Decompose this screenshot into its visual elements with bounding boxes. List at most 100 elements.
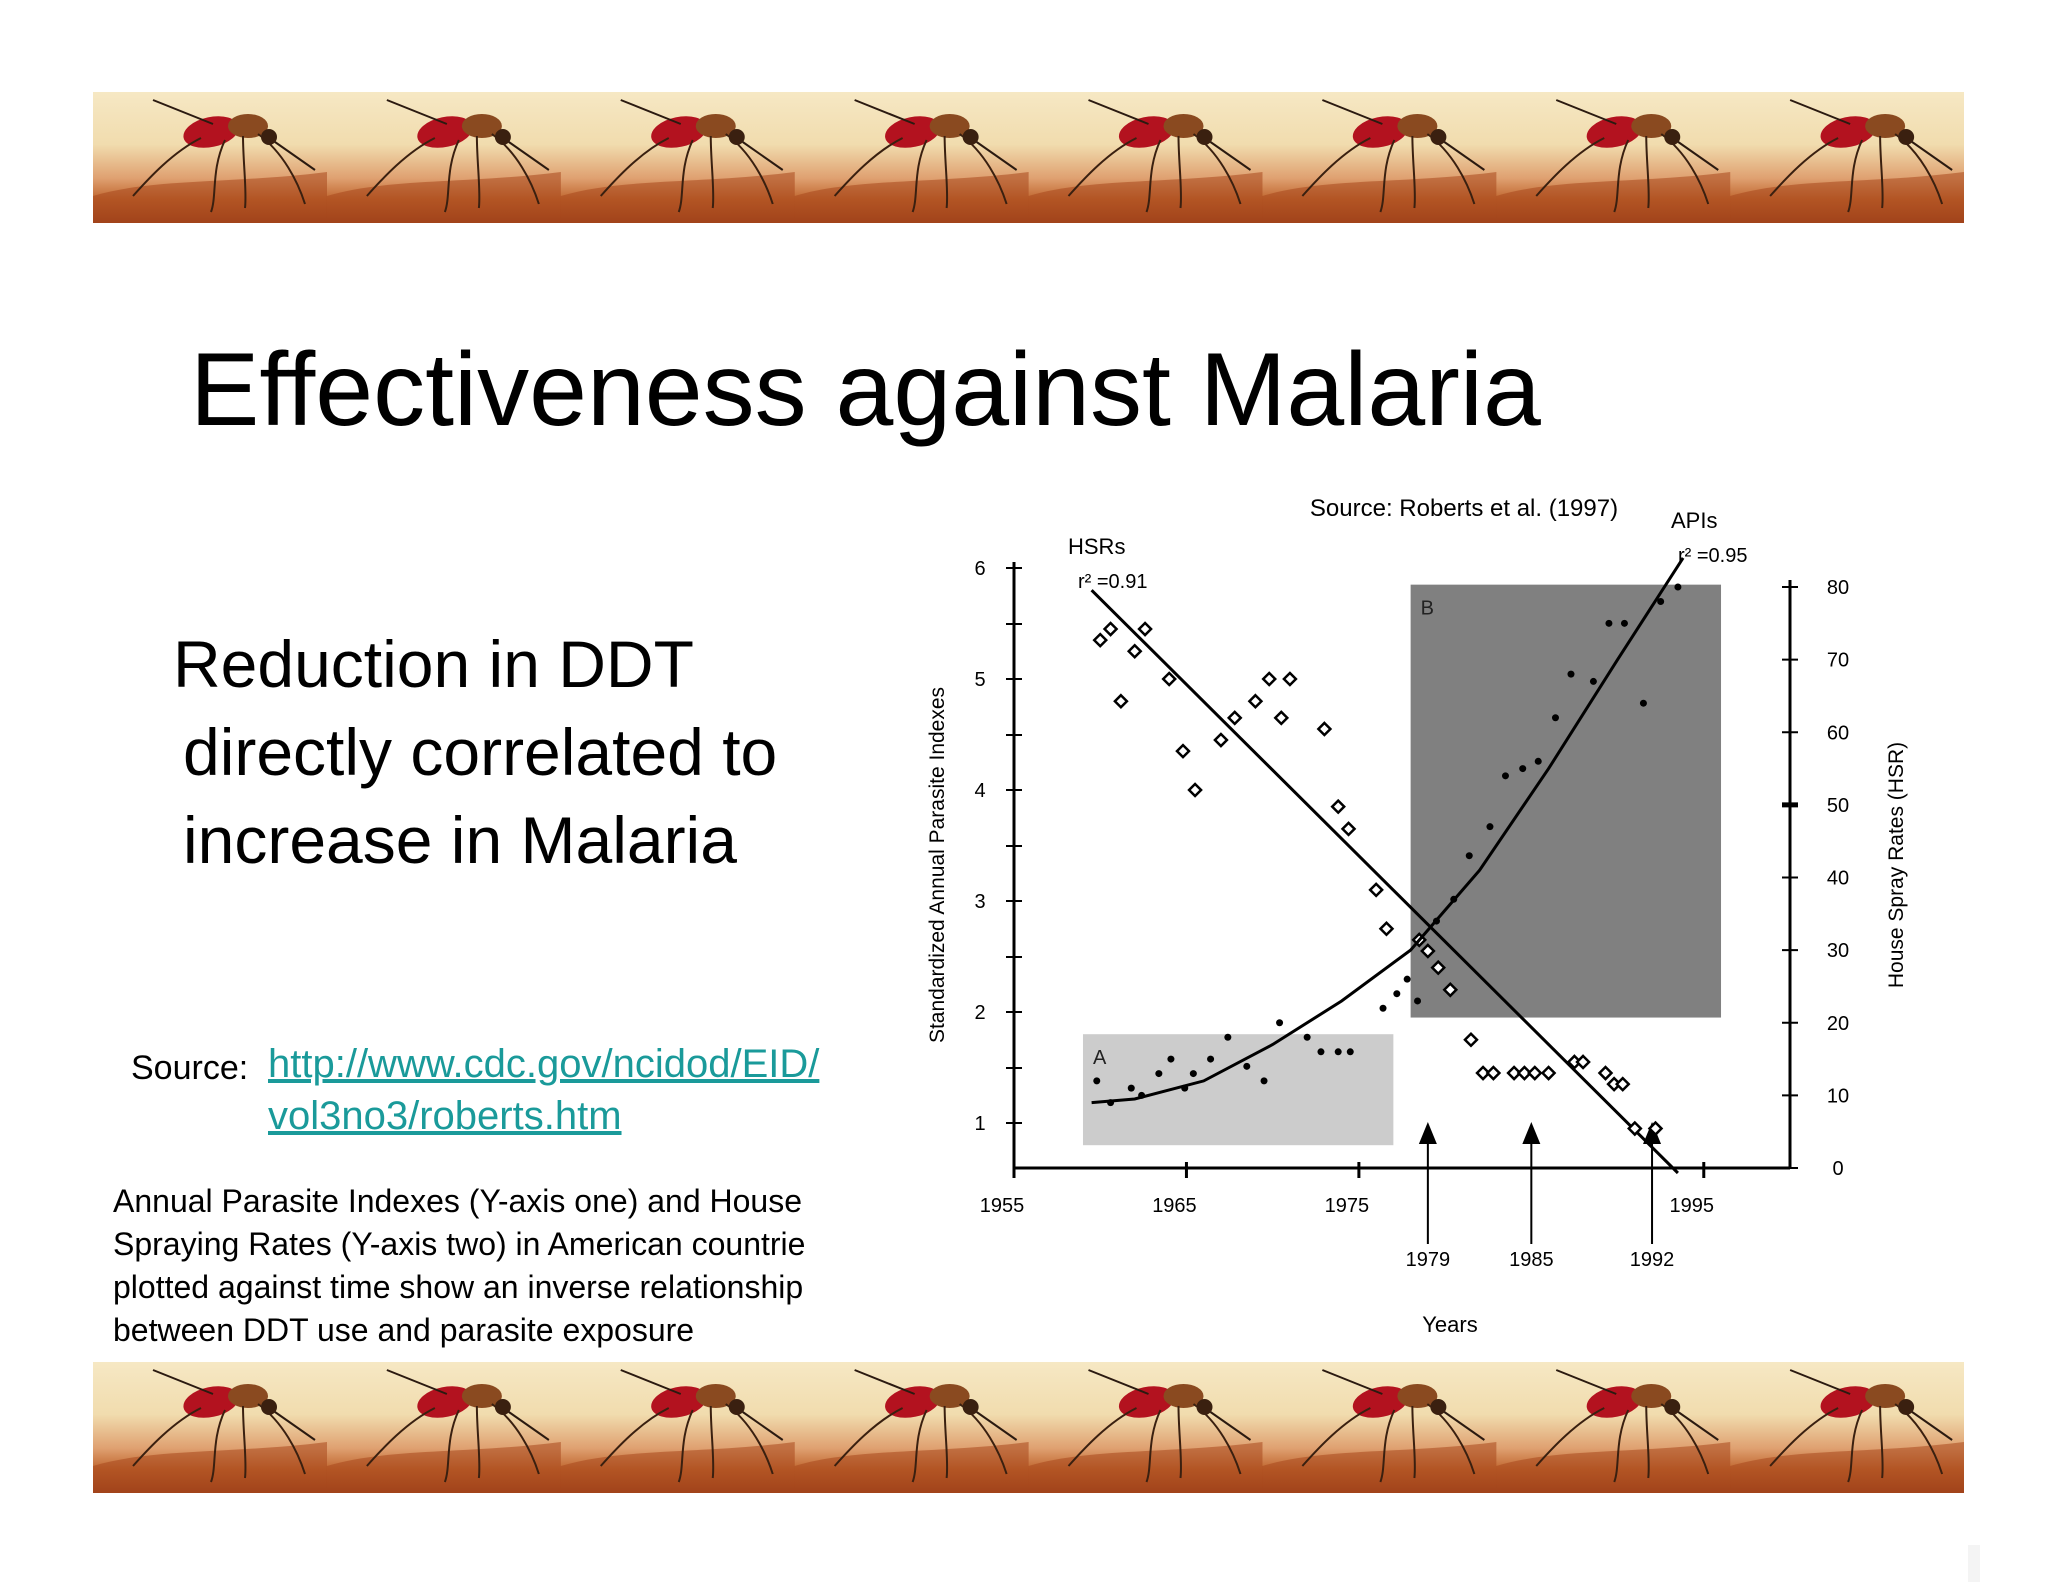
data-point bbox=[1137, 621, 1153, 637]
x-axis-title: Years bbox=[1422, 1312, 1477, 1337]
mosquito-icon bbox=[326, 1369, 561, 1493]
data-point bbox=[1567, 670, 1575, 678]
data-point bbox=[1317, 1048, 1325, 1056]
bullet-line: directly correlated to bbox=[183, 715, 778, 789]
data-point bbox=[1303, 1033, 1311, 1041]
series-label-apis: APIs bbox=[1671, 508, 1717, 533]
data-point bbox=[1340, 821, 1357, 837]
x-tick-label: 1995 bbox=[1670, 1195, 1715, 1217]
mosquito-icon bbox=[1496, 1369, 1731, 1493]
r2-label-apis: r² =0.95 bbox=[1678, 545, 1747, 567]
source-link[interactable]: http://www.cdc.gov/ncidod/EID/ vol3no3/r… bbox=[268, 1038, 819, 1142]
x-tick-label: 1975 bbox=[1325, 1195, 1370, 1217]
data-point bbox=[1276, 1019, 1284, 1027]
x-tick-label: 1965 bbox=[1152, 1195, 1197, 1217]
data-point bbox=[1463, 1031, 1479, 1048]
data-point bbox=[1368, 882, 1384, 898]
y2-tick-label: 0 bbox=[1832, 1158, 1843, 1180]
region-b bbox=[1410, 584, 1722, 1018]
bottom-banner bbox=[93, 1362, 1964, 1493]
data-point bbox=[1420, 943, 1436, 959]
mosquito-icon bbox=[560, 99, 795, 223]
bullet-text: Reduction in DDT directly correlated to … bbox=[173, 620, 893, 884]
data-point bbox=[1442, 982, 1459, 998]
annotation-label: 1992 bbox=[1630, 1249, 1675, 1271]
data-point bbox=[1486, 823, 1494, 831]
mosquito-icon bbox=[1730, 1369, 1964, 1493]
y-tick-label: 2 bbox=[974, 1002, 985, 1024]
data-point bbox=[1175, 743, 1191, 759]
data-point bbox=[1243, 1062, 1251, 1070]
data-point bbox=[1516, 1065, 1533, 1081]
annotation-arrowhead bbox=[1418, 1122, 1437, 1144]
data-point bbox=[1126, 643, 1143, 660]
data-point bbox=[1393, 990, 1401, 998]
data-point bbox=[1334, 1048, 1342, 1056]
mosquito-icon bbox=[560, 1369, 795, 1493]
mosquito-icon bbox=[1262, 99, 1497, 223]
data-point bbox=[1213, 732, 1229, 748]
data-point bbox=[1261, 671, 1277, 687]
data-point bbox=[1260, 1077, 1268, 1085]
data-point bbox=[1519, 765, 1527, 773]
data-point bbox=[1575, 1054, 1591, 1070]
y2-tick-label: 30 bbox=[1827, 940, 1849, 962]
data-point bbox=[1527, 1065, 1543, 1081]
y2-axis-title: House Spray Rates (HSR) bbox=[1885, 742, 1908, 988]
region-a bbox=[1082, 1034, 1394, 1146]
r2-label-hsrs: r² =0.91 bbox=[1078, 571, 1147, 593]
trend-line-apis bbox=[1091, 557, 1685, 1105]
data-point bbox=[1187, 782, 1203, 798]
data-point bbox=[1620, 619, 1628, 627]
y2-tick-label: 20 bbox=[1827, 1013, 1849, 1035]
bullet-line: Reduction in DDT bbox=[173, 627, 694, 701]
caption-line: Spraying Rates (Y-axis two) in American … bbox=[113, 1226, 806, 1262]
data-point bbox=[1627, 1120, 1643, 1137]
source-link-line: http://www.cdc.gov/ncidod/EID/ bbox=[268, 1042, 820, 1086]
mosquito-icon bbox=[794, 99, 1029, 223]
data-point bbox=[1138, 1091, 1146, 1099]
data-point bbox=[1597, 1065, 1614, 1081]
y-tick-label: 5 bbox=[974, 669, 985, 691]
mosquito-icon bbox=[1262, 1369, 1497, 1493]
y-tick-label: 3 bbox=[974, 891, 985, 913]
y2-tick-label: 80 bbox=[1827, 577, 1849, 599]
caption-line: Annual Parasite Indexes (Y-axis one) and… bbox=[113, 1183, 803, 1219]
data-point bbox=[1207, 1055, 1215, 1063]
data-point bbox=[1501, 772, 1509, 780]
dual-axis-chart: A B 1 2 3 4 5 6 0 10 20 30 40 50 60 70 80 1955 1965 1975 199… bbox=[900, 460, 1940, 1350]
y2-tick-label: 10 bbox=[1827, 1085, 1849, 1107]
y2-tick-label: 70 bbox=[1827, 650, 1849, 672]
data-point bbox=[1647, 1120, 1664, 1137]
top-banner bbox=[93, 92, 1964, 223]
trend-line-hsrs bbox=[1090, 589, 1679, 1175]
mosquito-icon bbox=[794, 1369, 1029, 1493]
data-point bbox=[1378, 920, 1395, 937]
data-point bbox=[1414, 997, 1422, 1005]
data-point bbox=[1316, 721, 1333, 737]
mosquito-icon bbox=[93, 99, 327, 223]
data-point bbox=[1450, 895, 1458, 903]
data-point bbox=[1092, 632, 1108, 648]
series-label-hsrs: HSRs bbox=[1068, 534, 1125, 559]
mosquito-icon bbox=[1028, 1369, 1263, 1493]
data-point bbox=[1093, 1077, 1101, 1085]
data-point bbox=[1674, 583, 1682, 591]
annotation-arrowhead bbox=[1522, 1122, 1541, 1144]
data-point bbox=[1247, 693, 1264, 709]
chart-source-note: Source: Roberts et al. (1997) bbox=[1310, 495, 1618, 522]
data-point bbox=[1346, 1048, 1354, 1056]
data-point bbox=[1282, 671, 1298, 687]
figure-caption: Annual Parasite Indexes (Y-axis one) and… bbox=[113, 1180, 913, 1352]
caption-line: between DDT use and parasite exposure bbox=[113, 1312, 695, 1348]
data-point bbox=[1639, 699, 1647, 707]
data-point bbox=[1403, 975, 1411, 983]
data-point bbox=[1485, 1065, 1502, 1081]
y2-tick-label: 60 bbox=[1827, 722, 1849, 744]
data-point bbox=[1226, 710, 1243, 726]
mosquito-icon bbox=[1730, 99, 1964, 223]
data-point bbox=[1181, 1084, 1189, 1092]
y2-tick-label: 40 bbox=[1827, 868, 1849, 890]
data-point bbox=[1107, 1099, 1115, 1107]
mosquito-banner-art bbox=[93, 1369, 1964, 1493]
